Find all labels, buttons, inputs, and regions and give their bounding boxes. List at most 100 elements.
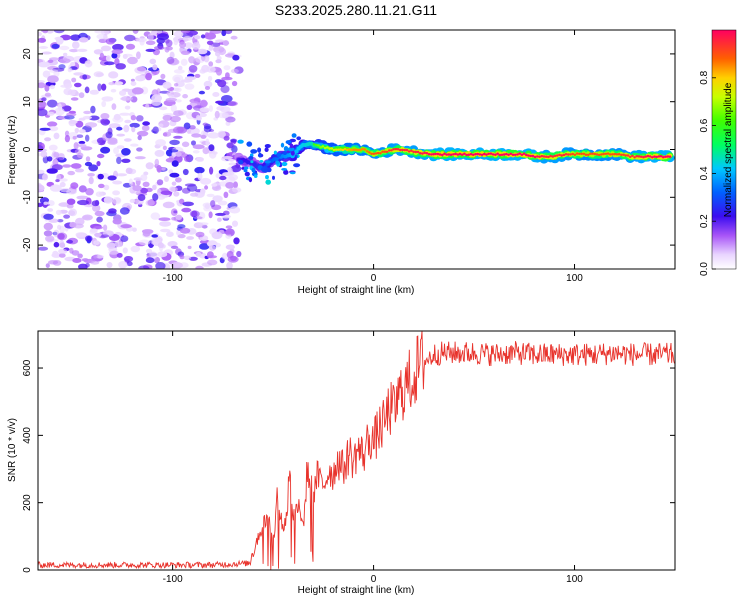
noise-blob (105, 131, 113, 139)
trace-cell (350, 148, 354, 152)
noise-blob (146, 253, 151, 259)
trace-cell (343, 147, 347, 151)
noise-blob (84, 60, 93, 68)
trace-speckle (238, 159, 244, 165)
noise-blob (46, 168, 58, 174)
trace-cell (560, 154, 563, 157)
trace-speckle (281, 161, 288, 167)
noise-blob (38, 202, 43, 208)
trace-cell (511, 153, 515, 156)
noise-blob (195, 231, 205, 238)
noise-blob (173, 39, 178, 46)
noise-blob (224, 230, 233, 235)
trace-cell (312, 143, 316, 146)
noise-blob (74, 168, 85, 173)
noise-blob (203, 55, 210, 63)
noise-blob (156, 179, 164, 186)
noise-blob (198, 90, 205, 95)
trace-cell (637, 155, 641, 158)
trace-cell (544, 155, 548, 158)
noise-blob (183, 255, 192, 261)
noise-blob (38, 31, 42, 37)
trace-cell (357, 148, 360, 152)
noise-blob (55, 179, 60, 183)
trace-cell (651, 156, 654, 159)
noise-blob (100, 45, 112, 52)
trace-cell (410, 149, 413, 152)
noise-blob (161, 167, 166, 171)
trace-cell (483, 152, 486, 156)
noise-blob (72, 41, 80, 49)
trace-cell (659, 155, 663, 158)
noise-blob (195, 114, 201, 121)
noise-blob (38, 184, 45, 192)
trace-cell (476, 152, 480, 156)
noise-blob (134, 156, 146, 160)
noise-blob (93, 226, 103, 230)
noise-blob (225, 233, 232, 239)
trace-cell (540, 154, 544, 158)
spectrogram-x-tick-label: -100 (163, 273, 183, 284)
trace-speckle (293, 163, 301, 168)
noise-blob (195, 265, 204, 269)
noise-blob (100, 118, 105, 124)
trace-speckle (251, 167, 256, 173)
noise-blob (159, 106, 168, 111)
trace-cell (502, 153, 506, 156)
trace-cell (567, 153, 570, 156)
noise-blob (207, 251, 214, 259)
noise-blob (74, 127, 80, 134)
trace-cell (323, 146, 327, 150)
noise-blob (190, 192, 199, 197)
noise-blob (89, 228, 98, 233)
trace-speckle (257, 147, 262, 153)
trace-cell (573, 153, 577, 156)
noise-blob (57, 219, 64, 223)
noise-blob (175, 99, 182, 103)
noise-blob (226, 261, 233, 269)
noise-blob (170, 245, 179, 249)
noise-blob (116, 145, 125, 150)
trace-cell (436, 152, 440, 156)
noise-blob (231, 80, 238, 87)
noise-blob (107, 175, 117, 181)
noise-blob (184, 83, 195, 90)
trace-cell (571, 152, 574, 156)
noise-blob (215, 67, 223, 76)
noise-blob (191, 42, 201, 50)
noise-blob (142, 181, 150, 187)
noise-blob (151, 234, 158, 238)
noise-blob (119, 90, 127, 96)
trace-cell (463, 152, 466, 155)
noise-blob (158, 123, 164, 128)
noise-blob (208, 144, 215, 152)
trace-speckle (243, 169, 248, 173)
noise-blob (219, 175, 227, 181)
noise-blob (136, 115, 144, 122)
trace-cell (578, 152, 581, 155)
noise-blob (196, 157, 204, 162)
noise-blob (138, 239, 151, 246)
trace-cell (361, 147, 365, 151)
noise-blob (130, 143, 139, 147)
noise-blob (124, 34, 136, 42)
trace-cell (423, 151, 426, 154)
noise-blob (84, 86, 90, 94)
noise-blob (216, 106, 225, 111)
noise-blob (200, 177, 212, 185)
noise-blob (58, 202, 70, 207)
noise-blob (64, 83, 73, 89)
noise-blob (53, 30, 65, 34)
trace-cell (370, 152, 373, 155)
noise-blob (105, 38, 116, 45)
trace-cell (516, 153, 519, 156)
noise-blob (73, 142, 79, 150)
noise-blob (42, 30, 48, 34)
noise-blob (160, 228, 171, 233)
noise-blob (217, 217, 222, 222)
noise-blob (120, 235, 129, 242)
trace-cell (427, 153, 431, 156)
noise-blob (85, 235, 93, 242)
noise-blob (221, 214, 231, 219)
